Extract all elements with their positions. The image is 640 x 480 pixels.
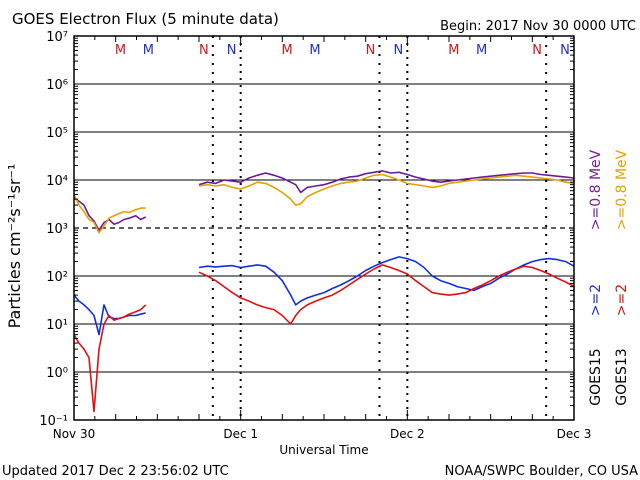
marker-n: N [532,43,542,58]
y-tick-label: 10⁰ [46,366,68,381]
y-tick-label: 10² [46,270,68,285]
marker-n: N [393,43,403,58]
y-tick-label: 10³ [46,222,68,237]
marker-m: M [282,43,293,58]
marker-m: M [448,43,459,58]
right-label: GOES15 [588,348,604,405]
right-label: >=2 [588,284,604,316]
y-tick-label: 10⁴ [46,174,68,189]
updated-timestamp: Updated 2017 Dec 2 23:56:02 UTC [2,464,229,479]
right-label: >=0.8 MeV [588,149,604,230]
y-axis-label: Particles cm⁻²s⁻¹sr⁻¹ [5,164,24,329]
y-tick-label: 10⁷ [46,30,68,45]
series-line-1 [198,173,575,206]
y-tick-labels: 10⁻¹ 10⁰ 10¹ 10² 10³ 10⁴ 10⁵ 10⁶ 10⁷ [39,30,68,429]
right-label: GOES13 [614,348,630,405]
x-tick-label: Dec 3 [557,427,592,441]
plot-frame [73,35,575,421]
y-tick-label: 10¹ [46,318,68,333]
x-tick-label: Dec 2 [390,427,425,441]
plot-grid [74,36,574,420]
data-credit: NOAA/SWPC Boulder, CO USA [445,464,638,479]
y-tick-label: 10⁻¹ [39,414,68,429]
marker-n: N [366,43,376,58]
series-line-3 [73,304,147,413]
y-tick-label: 10⁵ [46,126,68,141]
marker-n: N [199,43,209,58]
right-label: >=2 [614,284,630,316]
marker-m: M [309,43,320,58]
right-legend: >=0.8 MeV >=0.8 MeV >=2 >=2 GOES15 GOES13 [588,149,630,405]
chart-begin-time: Begin: 2017 Nov 30 0000 UTC [440,19,636,34]
series-line-1 [73,194,146,234]
right-label: >=0.8 MeV [614,149,630,230]
series-lines [73,170,575,413]
series-line-2 [198,256,575,306]
x-tick-label: Nov 30 [53,427,96,441]
chart-title: GOES Electron Flux (5 minute data) [12,10,279,28]
marker-m: M [143,43,154,58]
x-tick-label: Dec 1 [223,427,258,441]
x-axis-label: Universal Time [279,443,368,457]
y-tick-label: 10⁶ [46,78,68,93]
marker-m: M [115,43,126,58]
series-line-3 [198,264,575,325]
series-line-0 [198,170,575,194]
marker-n: N [560,43,570,58]
marker-n: N [227,43,237,58]
series-line-2 [73,294,146,336]
x-tick-labels: Nov 30 Dec 1 Dec 2 Dec 3 [53,427,592,441]
marker-m: M [476,43,487,58]
